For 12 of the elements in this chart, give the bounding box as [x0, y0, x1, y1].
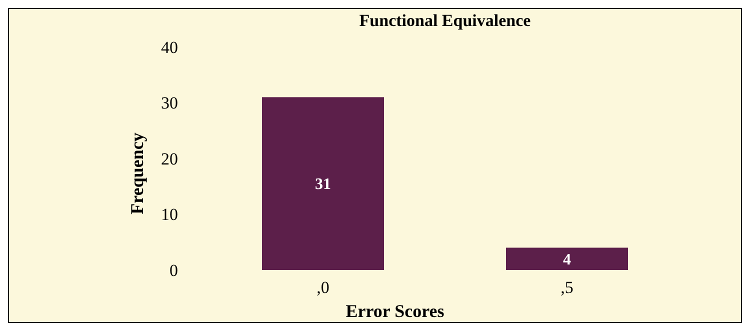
y-tick-label: 0	[170, 260, 178, 280]
y-tick-label: 20	[161, 149, 178, 168]
y-axis-title: Frequency	[127, 132, 147, 214]
chart-title: Functional Equivalence	[359, 11, 532, 30]
y-tick-label: 10	[161, 205, 178, 224]
data-label: 4	[563, 251, 571, 268]
x-tick-label: ,5	[560, 278, 574, 297]
x-axis-title: Error Scores	[346, 301, 444, 321]
y-tick-label: 30	[161, 94, 178, 113]
data-label: 31	[315, 176, 331, 194]
x-tick-label: ,0	[316, 278, 330, 297]
y-tick-label: 40	[161, 38, 178, 57]
